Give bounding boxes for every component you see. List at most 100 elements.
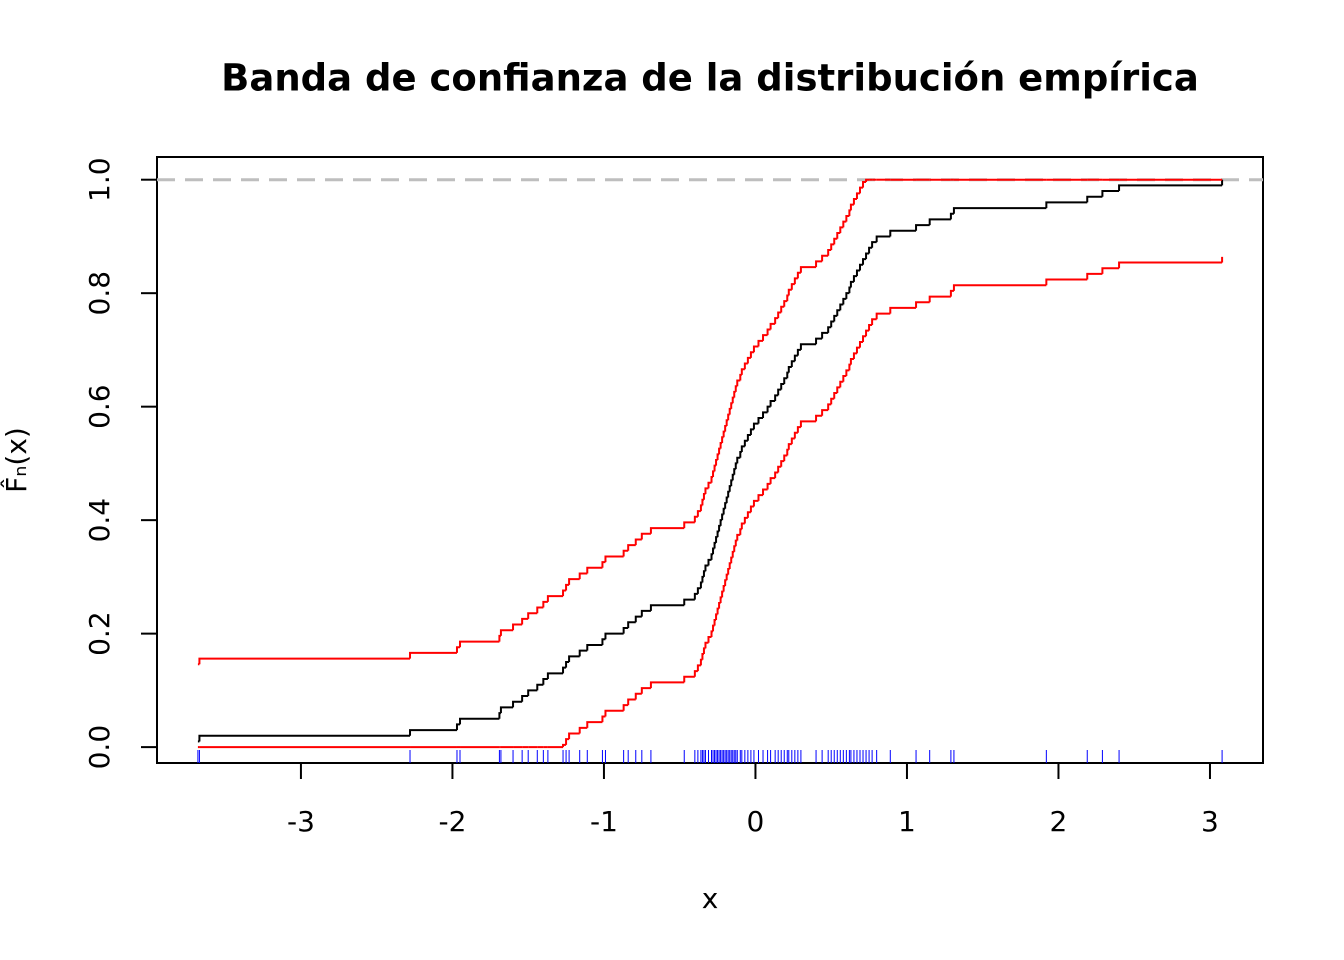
step-segment — [849, 203, 854, 211]
step-segment — [786, 448, 789, 456]
step-segment — [601, 561, 606, 568]
step-segment — [845, 369, 850, 377]
step-segment — [546, 595, 564, 602]
step-segment — [721, 590, 724, 598]
step-segment — [562, 589, 567, 597]
step-segment — [915, 224, 930, 231]
step-segment — [640, 609, 651, 617]
step-segment — [875, 235, 891, 243]
x-tick-label: -2 — [438, 805, 466, 838]
step-segment — [1118, 261, 1223, 269]
step-segment — [1118, 184, 1223, 192]
step-segment — [766, 405, 771, 413]
step-segment — [830, 397, 835, 405]
step-segment — [740, 445, 745, 453]
step-segment — [622, 626, 629, 634]
step-segment — [718, 447, 721, 455]
step-segment — [762, 334, 768, 341]
step-segment — [769, 477, 776, 484]
step-segment — [725, 496, 729, 504]
step-segment — [952, 284, 1047, 291]
step-segment — [715, 613, 718, 621]
step-segment — [733, 468, 736, 475]
plot-frame — [156, 156, 1264, 764]
step-segment — [634, 538, 642, 546]
step-segment — [727, 490, 730, 498]
step-segment — [858, 340, 864, 348]
step-segment — [889, 229, 917, 237]
step-segment — [601, 638, 606, 645]
step-segment — [855, 346, 860, 354]
step-segment — [842, 220, 847, 228]
step-segment — [718, 524, 721, 532]
step-segment — [833, 392, 838, 399]
step-segment — [724, 424, 727, 432]
step-segment — [731, 396, 735, 404]
step-segment — [719, 519, 723, 526]
step-segment — [198, 734, 411, 742]
step-segment — [693, 670, 698, 677]
x-tick-label: 2 — [1050, 805, 1068, 838]
step-segment — [198, 657, 411, 665]
step-segment — [701, 653, 704, 660]
step-segment — [928, 295, 951, 303]
step-segment — [565, 661, 570, 668]
x-tick-label: 0 — [747, 805, 765, 838]
y-tick-label: 1.0 — [83, 157, 116, 202]
step-segment — [542, 678, 548, 685]
step-segment — [649, 681, 685, 689]
step-segment — [734, 385, 738, 392]
step-segment — [855, 192, 860, 199]
y-tick-label: 0.8 — [83, 271, 116, 316]
step-segment — [733, 545, 736, 552]
step-segment — [712, 624, 715, 632]
step-segment — [568, 732, 580, 740]
step-segment — [746, 434, 751, 441]
step-segment — [858, 263, 864, 271]
step-segment — [749, 351, 754, 358]
step-segment — [715, 536, 718, 543]
step-segment — [499, 629, 514, 636]
step-segment — [865, 178, 870, 182]
step-segment — [716, 607, 720, 615]
step-segment — [565, 738, 570, 745]
step-segment — [827, 326, 832, 333]
step-segment — [704, 641, 709, 649]
step-segment — [565, 583, 570, 591]
step-segment — [949, 212, 954, 220]
step-segment — [721, 513, 724, 521]
step-segment — [704, 487, 709, 495]
step-segment — [710, 476, 714, 483]
step-segment — [783, 377, 788, 384]
step-segment — [746, 511, 751, 518]
step-segment — [815, 260, 823, 268]
step-segment — [455, 646, 461, 653]
step-segment — [786, 294, 789, 302]
step-segment — [786, 371, 789, 379]
step-segment — [649, 604, 685, 611]
step-segment — [849, 358, 854, 365]
step-segment — [757, 494, 764, 501]
step-segment — [724, 502, 727, 509]
step-segment — [858, 186, 864, 194]
step-segment — [604, 632, 624, 640]
step-segment — [865, 329, 870, 337]
step-segment — [821, 409, 829, 416]
step-segment — [799, 343, 817, 350]
step-segment — [889, 306, 917, 314]
step-segment — [740, 522, 745, 530]
step-segment — [730, 402, 733, 409]
step-segment — [546, 672, 564, 680]
step-segment — [640, 532, 651, 540]
step-segment — [725, 419, 729, 426]
step-segment — [827, 403, 832, 411]
step-segment — [762, 411, 768, 419]
step-segment — [512, 700, 523, 708]
step-segment — [696, 510, 701, 517]
step-segment — [752, 499, 759, 507]
step-segment — [704, 564, 709, 572]
step-segment — [928, 218, 951, 226]
step-segment — [721, 436, 724, 443]
step-segment — [852, 352, 857, 359]
